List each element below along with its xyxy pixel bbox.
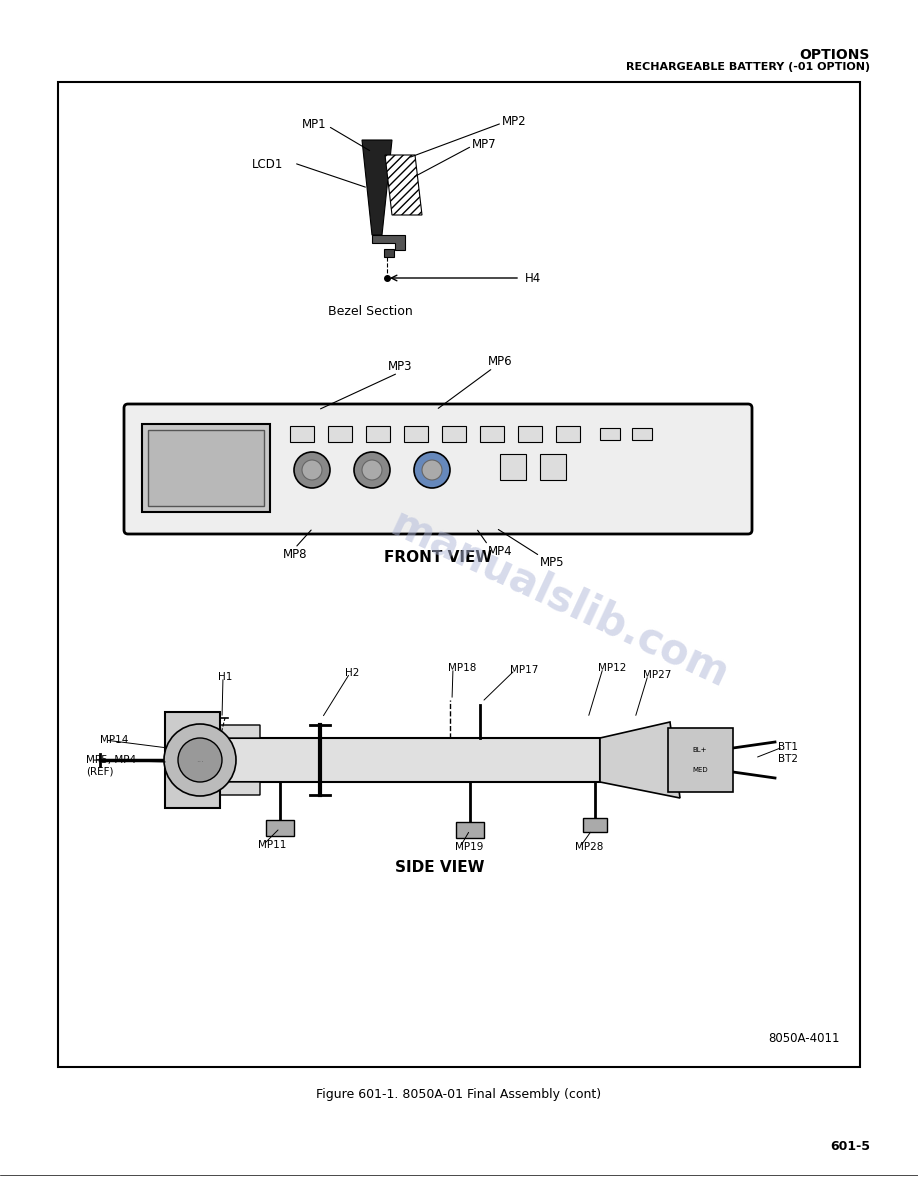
Text: SIDE VIEW: SIDE VIEW <box>396 860 485 876</box>
Text: MP8: MP8 <box>283 548 308 561</box>
Text: BT1
BT2: BT1 BT2 <box>778 742 798 764</box>
Bar <box>328 426 352 442</box>
Polygon shape <box>385 154 422 215</box>
Bar <box>518 426 542 442</box>
Bar <box>266 820 294 836</box>
Polygon shape <box>200 725 260 738</box>
Text: H1: H1 <box>218 672 232 682</box>
Bar <box>668 728 733 792</box>
Bar <box>384 249 394 257</box>
Bar <box>632 428 652 440</box>
Circle shape <box>178 738 222 782</box>
Bar <box>540 454 566 480</box>
Text: H2: H2 <box>345 668 359 678</box>
Bar <box>600 428 620 440</box>
Circle shape <box>354 451 390 488</box>
Bar <box>142 424 270 512</box>
Text: manualslib.com: manualslib.com <box>385 504 736 697</box>
Text: MED: MED <box>692 767 708 773</box>
Text: MP3: MP3 <box>388 360 412 373</box>
Bar <box>200 738 600 782</box>
FancyBboxPatch shape <box>124 404 752 533</box>
Text: MP5, MP4
(REF): MP5, MP4 (REF) <box>86 756 136 777</box>
Text: MP28: MP28 <box>575 842 603 852</box>
Bar <box>456 822 484 838</box>
Text: MP27: MP27 <box>643 670 671 680</box>
Circle shape <box>414 451 450 488</box>
Bar <box>500 454 526 480</box>
Text: MP12: MP12 <box>598 663 626 672</box>
Bar <box>148 430 264 506</box>
Text: MP11: MP11 <box>258 840 286 849</box>
Bar <box>290 426 314 442</box>
Circle shape <box>422 460 442 480</box>
Text: MP18: MP18 <box>448 663 476 672</box>
Bar <box>165 712 220 808</box>
Text: 8050A-4011: 8050A-4011 <box>768 1032 840 1045</box>
Text: MP4: MP4 <box>488 545 512 558</box>
Text: MP14: MP14 <box>100 735 129 745</box>
Circle shape <box>294 451 330 488</box>
Bar <box>442 426 466 442</box>
Bar <box>366 426 390 442</box>
Polygon shape <box>600 722 680 798</box>
Polygon shape <box>200 782 260 795</box>
Text: ...: ... <box>196 756 204 765</box>
Text: MP2: MP2 <box>502 115 527 128</box>
Text: MP6: MP6 <box>488 355 512 368</box>
Polygon shape <box>362 140 392 235</box>
Circle shape <box>164 723 236 796</box>
Text: MP7: MP7 <box>472 138 497 151</box>
Bar <box>583 819 607 832</box>
Text: FRONT VIEW: FRONT VIEW <box>384 550 492 565</box>
Text: Figure 601-1. 8050A-01 Final Assembly (cont): Figure 601-1. 8050A-01 Final Assembly (c… <box>317 1088 601 1101</box>
Text: Bezel Section: Bezel Section <box>328 305 412 318</box>
Bar <box>556 426 580 442</box>
Text: MP17: MP17 <box>510 665 538 675</box>
Text: RECHARGEABLE BATTERY (-01 OPTION): RECHARGEABLE BATTERY (-01 OPTION) <box>626 62 870 72</box>
Text: 601-5: 601-5 <box>830 1140 870 1154</box>
Circle shape <box>302 460 322 480</box>
Bar <box>480 426 504 442</box>
Circle shape <box>362 460 382 480</box>
Text: OPTIONS: OPTIONS <box>800 48 870 62</box>
Bar <box>58 82 860 1067</box>
Polygon shape <box>372 235 405 249</box>
Text: H4: H4 <box>525 272 542 284</box>
Text: MP19: MP19 <box>455 842 484 852</box>
Text: BL+: BL+ <box>693 747 707 753</box>
Text: LCD1: LCD1 <box>252 158 284 171</box>
Text: MP1: MP1 <box>302 118 327 131</box>
Bar <box>404 426 428 442</box>
Text: MP5: MP5 <box>540 556 565 569</box>
